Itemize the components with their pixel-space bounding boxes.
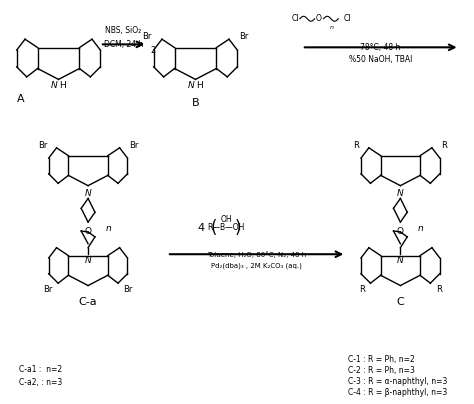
Text: Br: Br [38, 141, 47, 150]
Text: R: R [436, 285, 442, 294]
Text: C-a: C-a [79, 297, 97, 307]
Text: DCM, 24 h: DCM, 24 h [104, 40, 143, 49]
Text: C-a1 :  n=2: C-a1 : n=2 [19, 365, 62, 374]
Text: C: C [397, 297, 404, 307]
Text: Toluene, H₂O, 80°C, N₂, 48 h: Toluene, H₂O, 80°C, N₂, 48 h [207, 251, 306, 258]
Text: NBS, SiO₂: NBS, SiO₂ [105, 26, 142, 35]
Text: N: N [397, 256, 404, 265]
Text: C-a2, : n=3: C-a2, : n=3 [19, 378, 63, 387]
Text: O: O [397, 227, 404, 236]
Text: N: N [51, 81, 57, 90]
Text: Br: Br [143, 32, 152, 41]
Text: Pd₂(dba)₃ , 2M K₂CO₃ (aq.): Pd₂(dba)₃ , 2M K₂CO₃ (aq.) [211, 263, 302, 269]
Text: R: R [359, 285, 365, 294]
Text: R: R [354, 141, 359, 150]
Text: Br: Br [43, 285, 53, 294]
Text: R—B—OH: R—B—OH [207, 223, 245, 232]
Text: n: n [329, 25, 333, 29]
Text: O: O [84, 227, 91, 236]
Text: H: H [60, 81, 66, 90]
Text: C-4 : R = β-naphthyl, n=3: C-4 : R = β-naphthyl, n=3 [348, 388, 447, 397]
Text: OH: OH [220, 215, 232, 224]
Text: n: n [418, 223, 424, 233]
Text: C-1 : R = Ph, n=2: C-1 : R = Ph, n=2 [348, 355, 415, 364]
Text: R: R [441, 141, 447, 150]
Text: 4: 4 [197, 223, 204, 233]
Text: Cl: Cl [343, 14, 351, 23]
Text: N: N [397, 189, 404, 198]
Text: (: ( [211, 219, 218, 237]
Text: N: N [85, 189, 91, 198]
Text: 2: 2 [150, 46, 156, 55]
Text: ): ) [235, 219, 241, 237]
Text: N: N [85, 256, 91, 265]
Text: N: N [188, 81, 194, 90]
Text: C-2 : R = Ph, n=3: C-2 : R = Ph, n=3 [348, 366, 415, 375]
Text: B: B [191, 98, 199, 108]
Text: n: n [106, 223, 111, 233]
Text: H: H [196, 81, 203, 90]
Text: A: A [17, 94, 25, 104]
Text: 78°C, 48 h: 78°C, 48 h [361, 43, 401, 52]
Text: Cl: Cl [292, 14, 299, 23]
Text: C-3 : R = α-naphthyl, n=3: C-3 : R = α-naphthyl, n=3 [348, 377, 447, 386]
Text: Br: Br [239, 32, 248, 41]
Text: %50 NaOH, TBAI: %50 NaOH, TBAI [349, 55, 412, 64]
Text: O: O [316, 14, 321, 23]
Text: Br: Br [129, 141, 138, 150]
Text: Br: Br [124, 285, 133, 294]
